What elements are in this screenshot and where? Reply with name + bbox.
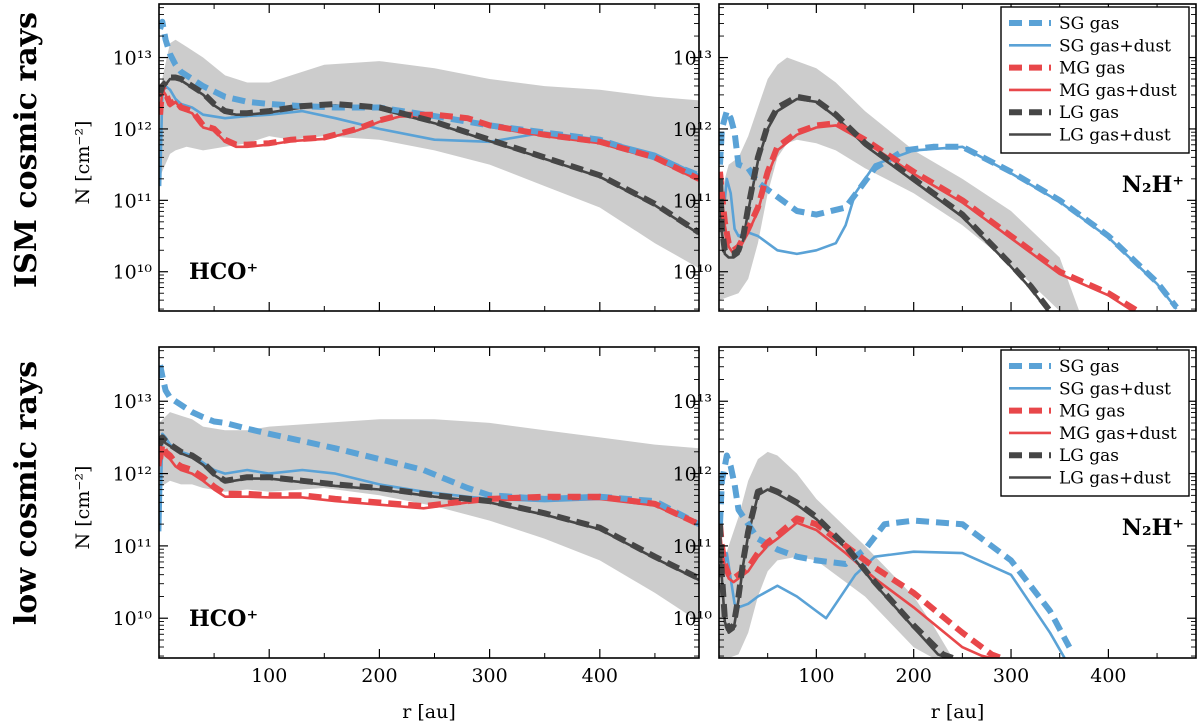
- series-lg-gas: [719, 93, 1053, 311]
- x-tick-label: 300: [993, 665, 1029, 687]
- legend-label: MG gas+dust: [1059, 81, 1177, 101]
- y-tick-label: 10¹²: [673, 464, 712, 486]
- legend-label: LG gas: [1059, 446, 1119, 466]
- series-sg-gas-dust: [719, 524, 1066, 658]
- y-tick-label: 10¹⁰: [673, 262, 713, 284]
- panel-low-n2h: 100 200 300 400 10¹⁰ 10¹¹ 10¹² 10¹³ r [au] N₂H⁺ SG…: [673, 346, 1197, 723]
- x-tick-label: 100: [251, 665, 287, 687]
- x-tick-label: 300: [471, 665, 507, 687]
- y-tick-label: 10¹¹: [673, 536, 712, 558]
- uncertainty-band: [719, 57, 1080, 311]
- y-tick-label: 10¹²: [113, 119, 152, 141]
- plot-area: [159, 364, 699, 622]
- legend-label: SG gas+dust: [1059, 36, 1171, 56]
- series-lg-gas: [159, 434, 699, 582]
- legend-label: LG gas+dust: [1059, 126, 1171, 146]
- x-tick-label: 200: [896, 665, 932, 687]
- series-mg-gas: [719, 515, 1003, 658]
- y-tick-label: 10¹³: [673, 48, 712, 70]
- y-tick-label: 10¹⁰: [113, 262, 153, 284]
- plot-area: [719, 57, 1179, 311]
- series-sg-gas: [159, 364, 699, 527]
- y-tick-label: 10¹²: [673, 119, 712, 141]
- legend-label: MG gas: [1059, 59, 1125, 79]
- y-axis-label: N [cm⁻²]: [72, 466, 94, 550]
- legend-label: SG gas: [1059, 357, 1119, 377]
- row-label-low-cosmic-rays: low cosmic rays: [9, 361, 44, 625]
- species-label: HCO⁺: [189, 606, 258, 632]
- y-axis-label: N [cm⁻²]: [72, 121, 94, 205]
- series-lg-gas: [719, 485, 954, 658]
- species-label: N₂H⁺: [1122, 515, 1184, 541]
- legend-label: LG gas+dust: [1059, 469, 1171, 489]
- y-tick-label: 10¹¹: [673, 190, 712, 212]
- x-tick-label: 400: [1090, 665, 1126, 687]
- series-sg-gas: [719, 452, 1073, 649]
- panel-low-hco: 100 200 300 400 10¹⁰ 10¹¹ 10¹² 10¹³ N [cm⁻²] r [a…: [72, 346, 700, 723]
- y-tick-label: 10¹¹: [113, 536, 152, 558]
- x-axis-label: r [au]: [931, 701, 985, 723]
- x-tick-label: 100: [798, 665, 834, 687]
- legend-label: SG gas+dust: [1059, 379, 1171, 399]
- legend-box: [1000, 6, 1190, 154]
- x-tick-label: 200: [361, 665, 397, 687]
- legend-label: LG gas: [1059, 103, 1119, 123]
- legend-box: [1000, 349, 1190, 497]
- panel-ism-hco: 10¹⁰ 10¹¹ 10¹² 10¹³ N [cm⁻²] HCO⁺: [72, 3, 700, 312]
- series-sg-gas: [159, 18, 699, 179]
- x-axis-label: r [au]: [402, 701, 456, 723]
- y-tick-label: 10¹²: [113, 464, 152, 486]
- series-mg-gas: [159, 83, 699, 182]
- plot-area: [719, 451, 1073, 658]
- uncertainty-band: [159, 39, 699, 269]
- species-label: HCO⁺: [189, 259, 258, 285]
- series-mg-gas: [719, 120, 1140, 311]
- y-tick-label: 10¹³: [113, 48, 152, 70]
- series-sg-gas: [719, 108, 1179, 310]
- species-label: N₂H⁺: [1122, 172, 1184, 198]
- legend-label: MG gas+dust: [1059, 424, 1177, 444]
- plot-area: [159, 18, 699, 269]
- row-label-ism-cosmic-rays: ISM cosmic rays: [9, 12, 44, 288]
- series-lg-gas: [159, 74, 699, 236]
- series-mg-gas: [159, 441, 699, 527]
- y-tick-label: 10¹¹: [113, 190, 152, 212]
- legend-label: SG gas: [1059, 14, 1119, 34]
- y-tick-label: 10¹³: [673, 391, 712, 413]
- y-tick-label: 10¹⁰: [673, 608, 713, 630]
- legend-label: MG gas: [1059, 402, 1125, 422]
- y-tick-label: 10¹⁰: [113, 608, 153, 630]
- y-tick-label: 10¹³: [113, 391, 152, 413]
- uncertainty-band: [159, 412, 699, 622]
- x-tick-label: 400: [582, 665, 618, 687]
